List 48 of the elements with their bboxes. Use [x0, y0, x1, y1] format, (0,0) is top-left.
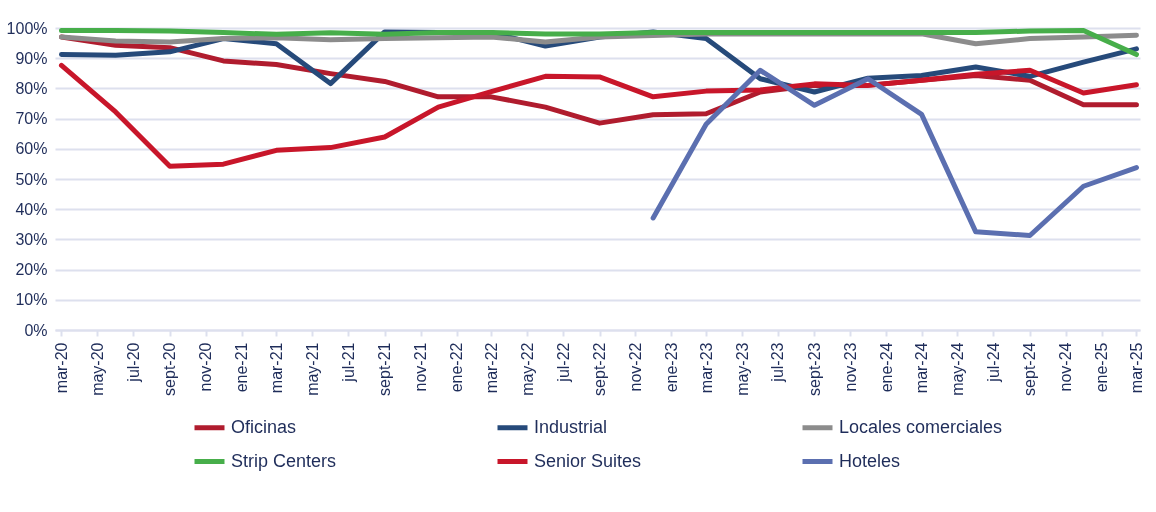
x-tick-label: mar-25	[1127, 342, 1145, 394]
x-tick-label: mar-20	[52, 342, 70, 394]
x-tick-label: may-21	[303, 342, 321, 396]
x-tick-label: mar-24	[913, 342, 931, 394]
y-tick-label: 50%	[15, 170, 48, 188]
x-tick-label: jul-21	[339, 342, 357, 383]
x-tick-label: ene-21	[233, 342, 251, 393]
legend-label: Senior Suites	[534, 450, 642, 471]
x-tick-label: nov-24	[1057, 342, 1075, 392]
x-tick-label: sept-21	[376, 342, 394, 396]
y-tick-label: 90%	[15, 49, 48, 67]
x-tick-label: sept-22	[591, 342, 609, 396]
x-tick-label: sept-23	[805, 342, 823, 396]
x-tick-label: nov-22	[626, 342, 644, 392]
y-tick-label: 10%	[15, 291, 48, 309]
x-tick-label: mar-23	[697, 342, 715, 394]
x-tick-label: ene-22	[448, 342, 465, 393]
y-tick-label: 0%	[24, 321, 48, 339]
x-tick-label: ene-24	[877, 342, 895, 393]
y-tick-label: 30%	[15, 230, 48, 248]
x-tick-label: may-20	[88, 342, 106, 396]
x-tick-label: may-23	[733, 342, 751, 396]
legend-label: Oficinas	[231, 416, 297, 437]
y-tick-label: 60%	[15, 140, 48, 158]
x-tick-label: jul-24	[984, 342, 1002, 383]
x-tick-label: ene-25	[1093, 342, 1111, 393]
y-tick-label: 80%	[15, 79, 48, 97]
legend-label: Strip Centers	[231, 450, 337, 471]
x-tick-label: jul-20	[124, 342, 142, 383]
x-tick-label: nov-23	[841, 342, 859, 392]
legend-label: Locales comerciales	[839, 416, 1003, 437]
x-tick-label: nov-20	[197, 342, 215, 392]
x-tick-label: mar-21	[267, 342, 285, 394]
x-tick-label: sept-20	[161, 342, 179, 396]
x-tick-label: sept-24	[1021, 342, 1039, 396]
x-tick-label: nov-21	[412, 342, 430, 392]
y-tick-label: 20%	[15, 261, 48, 279]
x-tick-label: may-24	[949, 342, 966, 396]
x-tick-label: may-22	[518, 342, 536, 396]
legend-label: Hoteles	[839, 450, 901, 471]
x-tick-label: jul-22	[554, 342, 572, 383]
x-tick-label: ene-23	[662, 342, 680, 393]
y-tick-label: 70%	[15, 110, 48, 128]
legend-label: Industrial	[534, 416, 608, 437]
x-tick-label: jul-23	[769, 342, 787, 383]
y-tick-label: 100%	[6, 19, 48, 37]
y-tick-label: 40%	[15, 200, 48, 218]
x-tick-label: mar-22	[482, 342, 500, 394]
